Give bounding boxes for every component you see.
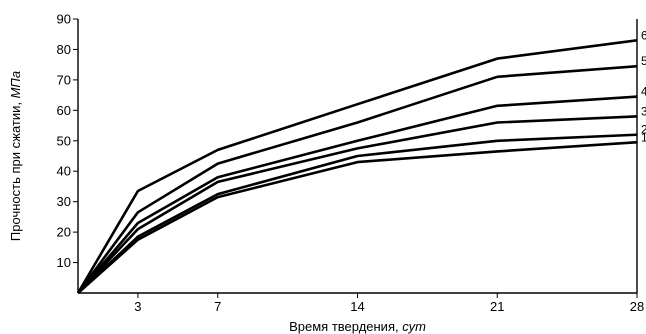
series-line-3 bbox=[77, 115, 638, 294]
series-label-3: 3 bbox=[641, 104, 646, 118]
series-line-5 bbox=[76, 64, 638, 294]
y-tick-label: 30 bbox=[57, 194, 71, 209]
series-label-1: 1 bbox=[641, 130, 646, 144]
y-axis-title-text: Прочность при сжатии, bbox=[8, 98, 23, 241]
y-tick-label: 50 bbox=[57, 133, 71, 148]
series-line-1 bbox=[77, 141, 638, 294]
series-label-2: 2 bbox=[641, 123, 646, 137]
y-tick-label: 10 bbox=[57, 255, 71, 270]
series-label-4: 4 bbox=[641, 85, 646, 99]
x-ticks: 3 7 14 21 28 bbox=[134, 293, 644, 314]
x-axis-title: Время твердения, сут bbox=[289, 319, 426, 334]
series-label-6: 6 bbox=[641, 28, 646, 42]
x-tick-label: 28 bbox=[630, 299, 644, 314]
x-tick-label: 7 bbox=[214, 299, 221, 314]
x-axis-title-text: Время твердения, bbox=[289, 319, 402, 334]
series-label-5: 5 bbox=[641, 54, 646, 68]
series-line-6 bbox=[76, 39, 638, 294]
x-tick-label: 21 bbox=[490, 299, 504, 314]
y-tick-label: 90 bbox=[57, 12, 71, 27]
y-axis-title: Прочность при сжатии, МПа bbox=[8, 71, 23, 241]
series-line-4 bbox=[77, 95, 638, 294]
x-tick-label: 14 bbox=[350, 299, 364, 314]
series-line-2 bbox=[77, 133, 638, 294]
series-lines bbox=[76, 39, 638, 294]
y-tick-label: 40 bbox=[57, 164, 71, 179]
series-labels: 12 3 4 5 6 bbox=[641, 28, 646, 144]
y-axis-title-unit: МПа bbox=[8, 71, 23, 98]
x-tick-label: 3 bbox=[134, 299, 141, 314]
y-tick-label: 20 bbox=[57, 225, 71, 240]
y-ticks: 10 20 30 40 50 60 70 80 90 bbox=[57, 12, 78, 270]
y-tick-label: 60 bbox=[57, 103, 71, 118]
y-tick-label: 80 bbox=[57, 42, 71, 57]
y-tick-label: 70 bbox=[57, 72, 71, 87]
x-axis-title-unit: сут bbox=[402, 319, 426, 334]
